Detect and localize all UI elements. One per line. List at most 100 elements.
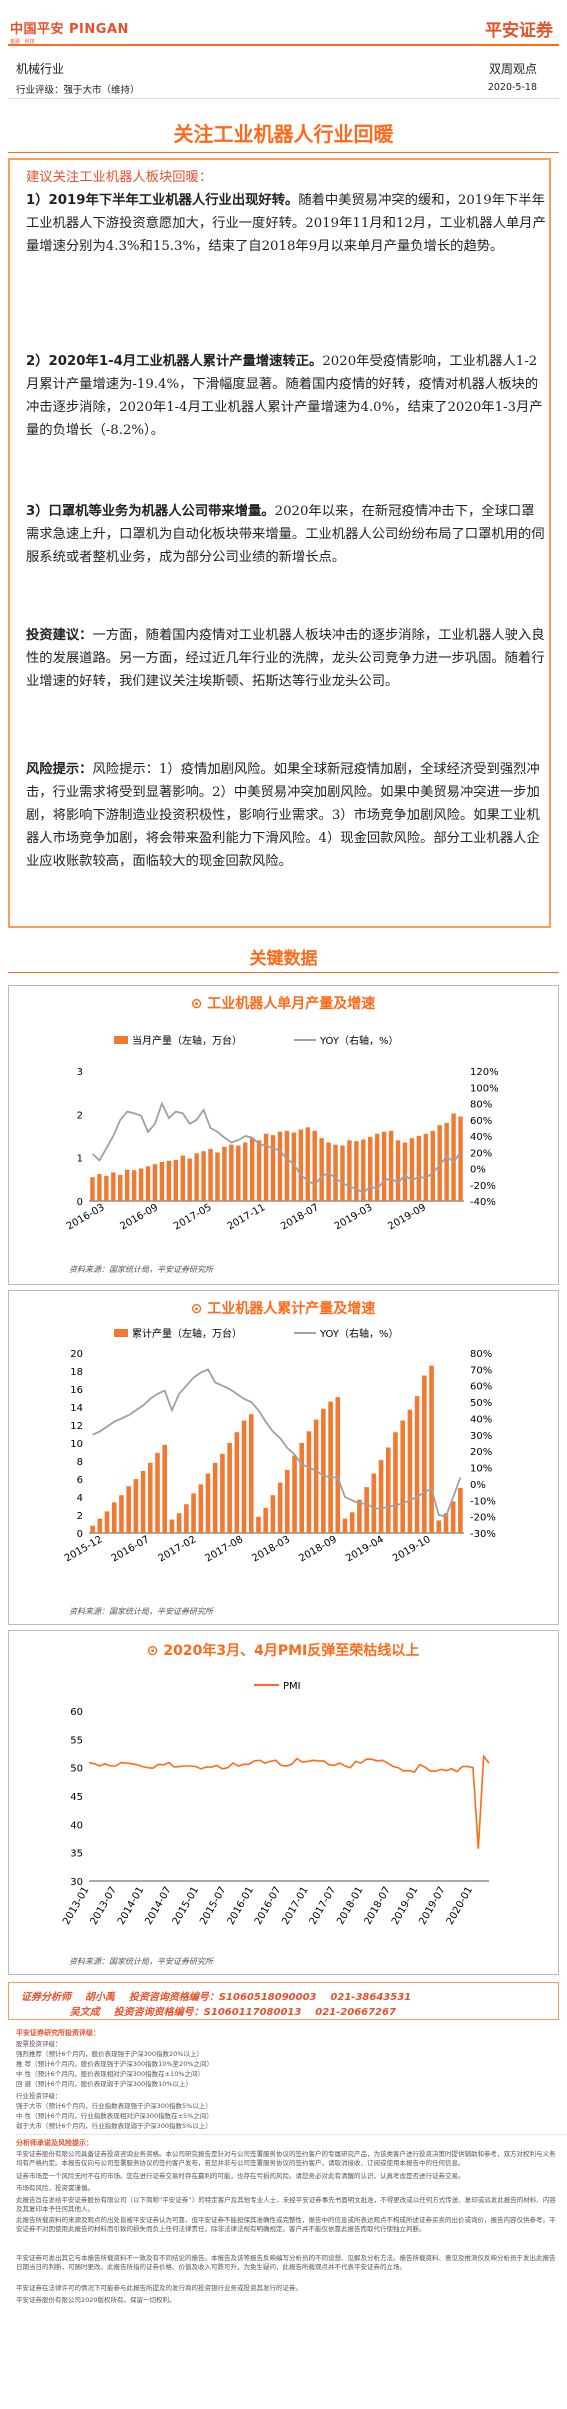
key-data-title: 关键数据 [249, 949, 318, 969]
bar-mark [270, 1495, 276, 1533]
bar-mark [90, 1525, 95, 1533]
bar-mark [147, 1462, 153, 1533]
bar-mark [104, 1511, 110, 1533]
y-tick-left: 1 [77, 1154, 83, 1165]
bar-mark [205, 1473, 211, 1533]
y-tick-right: 0% [470, 1165, 486, 1176]
bar-mark [176, 1513, 182, 1533]
y-tick: 45 [70, 1792, 83, 1803]
bar-mark [357, 1499, 362, 1533]
bar-mark [312, 1130, 317, 1201]
bar-mark [169, 1519, 175, 1533]
key-data-divider [8, 972, 559, 973]
bar-mark [388, 1130, 394, 1201]
bar-mark [256, 1140, 262, 1201]
y-tick-left: 12 [70, 1421, 83, 1432]
bar-mark [335, 1397, 341, 1533]
bar-mark [407, 1409, 413, 1533]
bar-mark [364, 1487, 369, 1533]
statement-3: 市场有风险，投资需谨慎。 [16, 2184, 94, 2192]
chart-panel-pmi: ⊙ 2020年3月、4月PMI反弹至荣枯线以上 PMI 30 35 40 45 50 55 60… [8, 1630, 559, 1975]
stock-rating-2: 推 荐（预计6个月内，股价表现强于沪深300指数10%至20%之间） [16, 2060, 214, 2068]
analyst-1: 证券分析师 胡小禹 投资咨询资格编号：S1060518090003 021-38… [21, 1992, 412, 2003]
y-tick-right: 80% [470, 1349, 492, 1360]
chart-title: ⊙ 2020年3月、4月PMI反弹至荣枯线以上 [147, 1642, 419, 1659]
industry-rating-2: 中 性（预计6个月内，行业指数表现相对沪深300指数在±5%之间） [16, 2112, 213, 2120]
brand-name: 平安证券 [485, 21, 553, 41]
bar-mark [212, 1462, 218, 1533]
chart-source: 资料来源：国家统计局，平安证券研究所 [69, 1957, 213, 1966]
bar-mark [423, 1133, 429, 1201]
x-tick-label: 2015-01 [171, 1885, 201, 1927]
statement-8: 平安证券股份有限公司2020版权所有。保留一切权利。 [16, 2296, 176, 2304]
y-tick-left: 8 [77, 1457, 83, 1468]
yoy-line [92, 1368, 462, 1518]
analyst-2: 吴文成 投资咨询资格编号：S1060117080013 021-20667267 [21, 2007, 396, 2018]
x-tick-label: 2016-01 [226, 1885, 256, 1927]
pingan-logo: 中国平安 PINGAN 金融 · 科技 [10, 18, 129, 45]
stock-rating-4: 回 避（预计6个月内，股价表现弱于沪深300指数10%以上） [16, 2080, 193, 2088]
y-tick-left: 16 [70, 1385, 83, 1396]
industry-rating-3: 弱于大市（预计6个月内，行业指数表现弱于沪深300指数5%以上） [16, 2122, 212, 2130]
y-tick-left: 18 [70, 1367, 83, 1378]
y-tick-left: 2 [77, 1110, 83, 1121]
chart-source: 资料来源：国家统计局，平安证券研究所 [69, 1607, 213, 1616]
y-tick-right: 0% [470, 1480, 486, 1491]
bar-mark [111, 1502, 117, 1533]
bar-mark [381, 1131, 387, 1201]
bar-mark [422, 1375, 427, 1533]
bar-mark [368, 1136, 373, 1201]
stock-rating-heading: 股票投资评级： [16, 2040, 62, 2048]
industry-rating-heading: 行业投资评级： [16, 2092, 62, 2100]
y-tick-right: 70% [470, 1365, 492, 1376]
bar-mark [430, 1130, 435, 1201]
y-tick-right: 40% [470, 1414, 492, 1425]
x-tick-label: 2016-03 [65, 1202, 107, 1232]
x-tick-label: 2017-08 [203, 1534, 245, 1564]
risk-warning: 风险提示：风险提示：1）疫情加剧风险。如果全球新冠疫情加剧，全球经济受到强烈冲击… [26, 758, 546, 873]
legend-swatch-bar [114, 1036, 128, 1044]
bar-mark [215, 1152, 220, 1201]
bar-mark [208, 1149, 213, 1201]
x-tick-label: 2019-09 [386, 1202, 428, 1232]
x-tick-label: 2018-07 [363, 1885, 393, 1927]
bar-mark [284, 1130, 290, 1201]
x-tick-label: 2020-01 [445, 1885, 475, 1927]
y-tick-right: -30% [470, 1529, 496, 1540]
bar-mark [249, 1138, 255, 1201]
industry-rating: 行业评级：强于大市（维持） [16, 85, 140, 96]
bar-mark [400, 1420, 406, 1533]
bar-mark [124, 1169, 130, 1201]
x-tick-label: 2013-07 [89, 1885, 119, 1927]
summary-intro: 建议关注工业机器人板块回暖： [26, 170, 213, 185]
bar-mark [97, 1518, 103, 1533]
x-tick-label: 2019-10 [391, 1534, 433, 1564]
y-tick-left: 14 [70, 1403, 83, 1414]
bar-mark [458, 1488, 463, 1533]
bar-mark [385, 1447, 391, 1533]
stock-rating-1: 强烈推荐（预计6个月内，股价表现强于沪深300指数20%以上） [16, 2050, 203, 2058]
stock-rating-3: 中 性（预计6个月内，股价表现相对沪深300指数在±10%之间） [16, 2070, 205, 2078]
bar-mark [361, 1139, 366, 1201]
bar-mark [184, 1504, 189, 1533]
title-divider [8, 152, 559, 153]
x-tick-label: 2015-12 [63, 1534, 105, 1564]
bar-mark [111, 1172, 116, 1201]
y-tick-left: 6 [77, 1475, 83, 1486]
bar-mark [263, 1507, 268, 1533]
bar-mark [180, 1155, 185, 1201]
y-tick-left: 0 [77, 1529, 83, 1540]
y-tick-right: 60% [470, 1116, 492, 1127]
industry-rating-1: 强于大市（预计6个月内，行业指数表现强于沪深300指数5%以上） [16, 2102, 212, 2110]
point-1-heading: 1）2019年下半年工业机器人行业出现好转。 [26, 193, 299, 208]
x-tick-label: 2017-11 [226, 1202, 268, 1232]
bar-mark [243, 1142, 248, 1201]
bar-mark [152, 1164, 158, 1201]
y-tick: 40 [70, 1820, 83, 1831]
y-tick-left: 3 [77, 1067, 83, 1078]
point-2-body: 2020年受疫情影响，工业机器人1-2月累计产量增速为-19.4%，下滑幅度显著… [26, 354, 543, 438]
y-tick: 60 [70, 1707, 83, 1718]
statement-2: 证券市场是一个风险无时不在的市场。您在进行证券交易时存在赢利的可能，也存在亏损的… [16, 2172, 465, 2180]
x-tick-label: 2018-01 [335, 1885, 365, 1927]
